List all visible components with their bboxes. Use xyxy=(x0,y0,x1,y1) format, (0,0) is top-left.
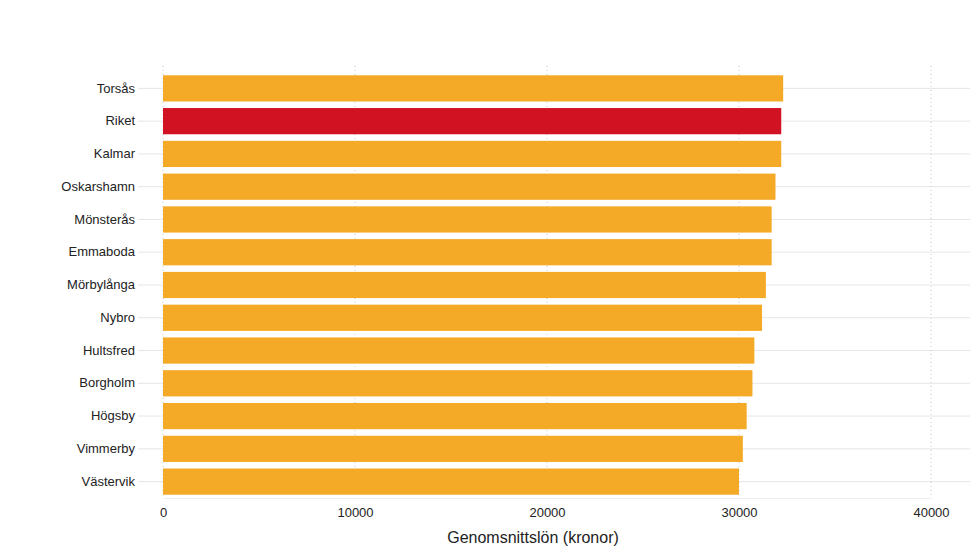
tick: Västervik xyxy=(82,474,163,489)
tick: Torsås xyxy=(97,81,163,96)
tick: Hultsfred xyxy=(83,343,163,358)
tick-label: Borgholm xyxy=(79,375,135,390)
tick-label: Oskarshamn xyxy=(61,179,135,194)
bar xyxy=(163,108,781,134)
bar xyxy=(163,75,783,101)
tick: Borgholm xyxy=(79,375,163,390)
bar xyxy=(163,436,743,462)
x-axis-title: Genomsnittslön (kronor) xyxy=(447,529,619,546)
grid-line xyxy=(931,66,932,498)
chart: 0 10000 20000 30000 40000 Torsås Riket Kalmar Os… xyxy=(0,0,980,551)
tick: Kalmar xyxy=(94,146,163,161)
axis-line xyxy=(164,498,932,499)
bar xyxy=(163,370,752,396)
axis-line xyxy=(163,73,164,499)
bar xyxy=(163,239,772,265)
bar xyxy=(163,403,747,429)
y-grid xyxy=(138,88,970,481)
tick-label: 40000 xyxy=(913,505,949,520)
tick-label: Nybro xyxy=(100,310,135,325)
tick: Mönsterås xyxy=(74,212,163,227)
tick: 30000 xyxy=(721,498,757,520)
tick-label: 20000 xyxy=(529,505,565,520)
y-axis: Torsås Riket Kalmar Oskarshamn Mönsterås Emma… xyxy=(61,73,163,499)
bar xyxy=(163,337,754,363)
tick: Nybro xyxy=(100,310,163,325)
tick: Mörbylånga xyxy=(67,277,163,292)
tick: 20000 xyxy=(529,498,565,520)
tick-label: 30000 xyxy=(721,505,757,520)
tick-label: Riket xyxy=(105,113,135,128)
tick-label: Västervik xyxy=(82,474,136,489)
tick: Högsby xyxy=(91,408,163,423)
tick-label: Vimmerby xyxy=(77,441,136,456)
tick: Oskarshamn xyxy=(61,179,163,194)
tick-label: Torsås xyxy=(97,81,136,96)
tick: 10000 xyxy=(337,498,373,520)
bar xyxy=(163,206,772,232)
tick-label: 0 xyxy=(160,505,167,520)
bar xyxy=(163,272,766,298)
tick-label: 10000 xyxy=(337,505,373,520)
tick: Emmaboda xyxy=(69,244,163,259)
tick: Riket xyxy=(105,113,163,128)
tick: 0 xyxy=(160,498,167,520)
tick: 40000 xyxy=(913,498,949,520)
tick-label: Mönsterås xyxy=(74,212,135,227)
tick-label: Kalmar xyxy=(94,146,136,161)
bar xyxy=(163,141,781,167)
x-axis: 0 10000 20000 30000 40000 xyxy=(160,498,950,520)
bar xyxy=(163,174,775,200)
bars xyxy=(163,75,783,494)
x-grid xyxy=(163,66,931,498)
bar xyxy=(163,469,739,495)
tick-label: Mörbylånga xyxy=(67,277,136,292)
tick-label: Emmaboda xyxy=(69,244,136,259)
tick-label: Hultsfred xyxy=(83,343,135,358)
tick-label: Högsby xyxy=(91,408,136,423)
tick: Vimmerby xyxy=(77,441,163,456)
bar xyxy=(163,305,762,331)
